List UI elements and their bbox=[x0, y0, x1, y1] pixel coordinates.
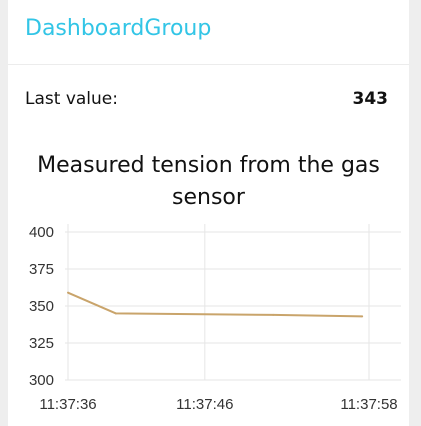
x-tick-label: 11:37:36 bbox=[39, 396, 96, 413]
data-point bbox=[272, 313, 275, 316]
y-tick-label: 400 bbox=[29, 224, 54, 241]
y-tick-label: 375 bbox=[29, 261, 54, 278]
last-value-value: 343 bbox=[352, 89, 389, 109]
y-tick-label: 325 bbox=[29, 335, 54, 352]
y-tick-label: 300 bbox=[29, 372, 54, 389]
y-tick-label: 350 bbox=[29, 298, 54, 315]
last-value-label: Last value: bbox=[25, 89, 118, 109]
last-value-row: Last value: 343 bbox=[25, 89, 388, 115]
dashboard-card: DashboardGroup Last value: 343 Measured … bbox=[8, 0, 409, 426]
group-title: DashboardGroup bbox=[25, 16, 212, 41]
data-point bbox=[67, 291, 69, 294]
x-tick-label: 11:37:58 bbox=[340, 396, 397, 413]
data-point bbox=[361, 315, 364, 318]
x-tick-label: 11:37:46 bbox=[176, 396, 233, 413]
series-line bbox=[67, 291, 363, 318]
chart-title: Measured tension from the gas sensor bbox=[37, 153, 380, 210]
group-divider bbox=[8, 64, 409, 65]
data-point bbox=[114, 312, 117, 315]
line-chart: 400 375 350 325 300 11:37:36 11:37:46 11:37:58 bbox=[29, 224, 401, 413]
